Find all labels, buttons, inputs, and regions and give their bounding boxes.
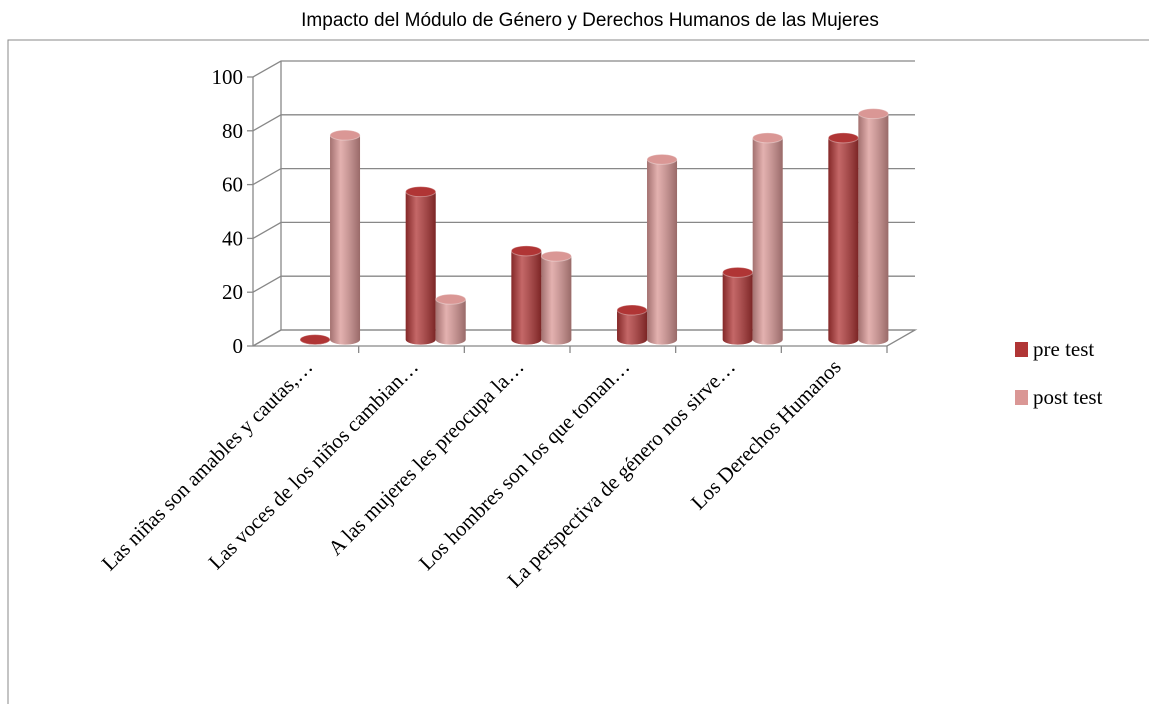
legend-swatch	[1015, 342, 1028, 357]
bar-shade	[405, 191, 436, 345]
bar-top	[540, 250, 572, 262]
y-tick-label: 0	[233, 334, 244, 358]
bar-top	[510, 245, 542, 257]
grid-line	[252, 60, 915, 78]
bar-top	[435, 293, 467, 305]
x-tick-label: Las niñas son amables y cautas,…	[97, 355, 318, 576]
bar-shade	[722, 272, 753, 345]
bar-shade	[617, 310, 648, 345]
bar-shade	[435, 299, 466, 345]
bar-shade	[828, 137, 859, 345]
bar-top	[329, 129, 361, 141]
bar	[857, 108, 889, 345]
legend-label: post test	[1033, 385, 1103, 409]
y-tick-label: 60	[222, 173, 243, 197]
y-tick-label: 100	[212, 65, 244, 89]
bar	[510, 245, 542, 345]
bar-shade	[541, 256, 572, 345]
bar-shade	[647, 159, 678, 345]
bar	[405, 186, 437, 345]
bar-top	[299, 334, 331, 346]
bar	[646, 153, 678, 345]
grid-line	[252, 329, 915, 347]
x-tick-label: La perspectiva de género nos sirve…	[502, 355, 740, 593]
y-tick-label: 20	[222, 280, 243, 304]
y-tick-label: 40	[222, 226, 243, 250]
chart-frame	[7, 39, 1149, 704]
bar	[435, 293, 467, 345]
bar-top	[857, 108, 889, 120]
grid-line	[252, 221, 915, 239]
bar	[616, 304, 648, 345]
bar-shade	[330, 135, 361, 345]
x-tick-label: A las mujeres les preocupa la…	[323, 355, 528, 560]
y-tick-label: 80	[222, 119, 243, 143]
grid-line	[252, 275, 915, 293]
bar	[299, 334, 331, 346]
bar	[722, 266, 754, 345]
x-tick-label: Los hombres son los que toman…	[414, 355, 634, 575]
bar-top	[722, 266, 754, 278]
bar-top	[752, 132, 784, 144]
bar-shade	[752, 137, 783, 345]
bar-shade	[858, 113, 889, 345]
bar-top	[616, 304, 648, 316]
legend-label: pre test	[1033, 337, 1094, 361]
x-tick-label: Las voces de los niños cambian…	[204, 355, 423, 574]
bar	[827, 132, 859, 345]
bar-top	[827, 132, 859, 144]
grid-line	[252, 167, 915, 186]
bar	[540, 250, 572, 345]
grid-line	[252, 114, 915, 132]
bar	[752, 132, 784, 345]
chart-title: Impacto del Módulo de Género y Derechos …	[301, 10, 879, 31]
legend-swatch	[1015, 390, 1028, 405]
bar	[329, 129, 361, 345]
bar-shade	[511, 250, 542, 345]
bar-top	[646, 153, 678, 165]
bar-top	[405, 186, 437, 198]
